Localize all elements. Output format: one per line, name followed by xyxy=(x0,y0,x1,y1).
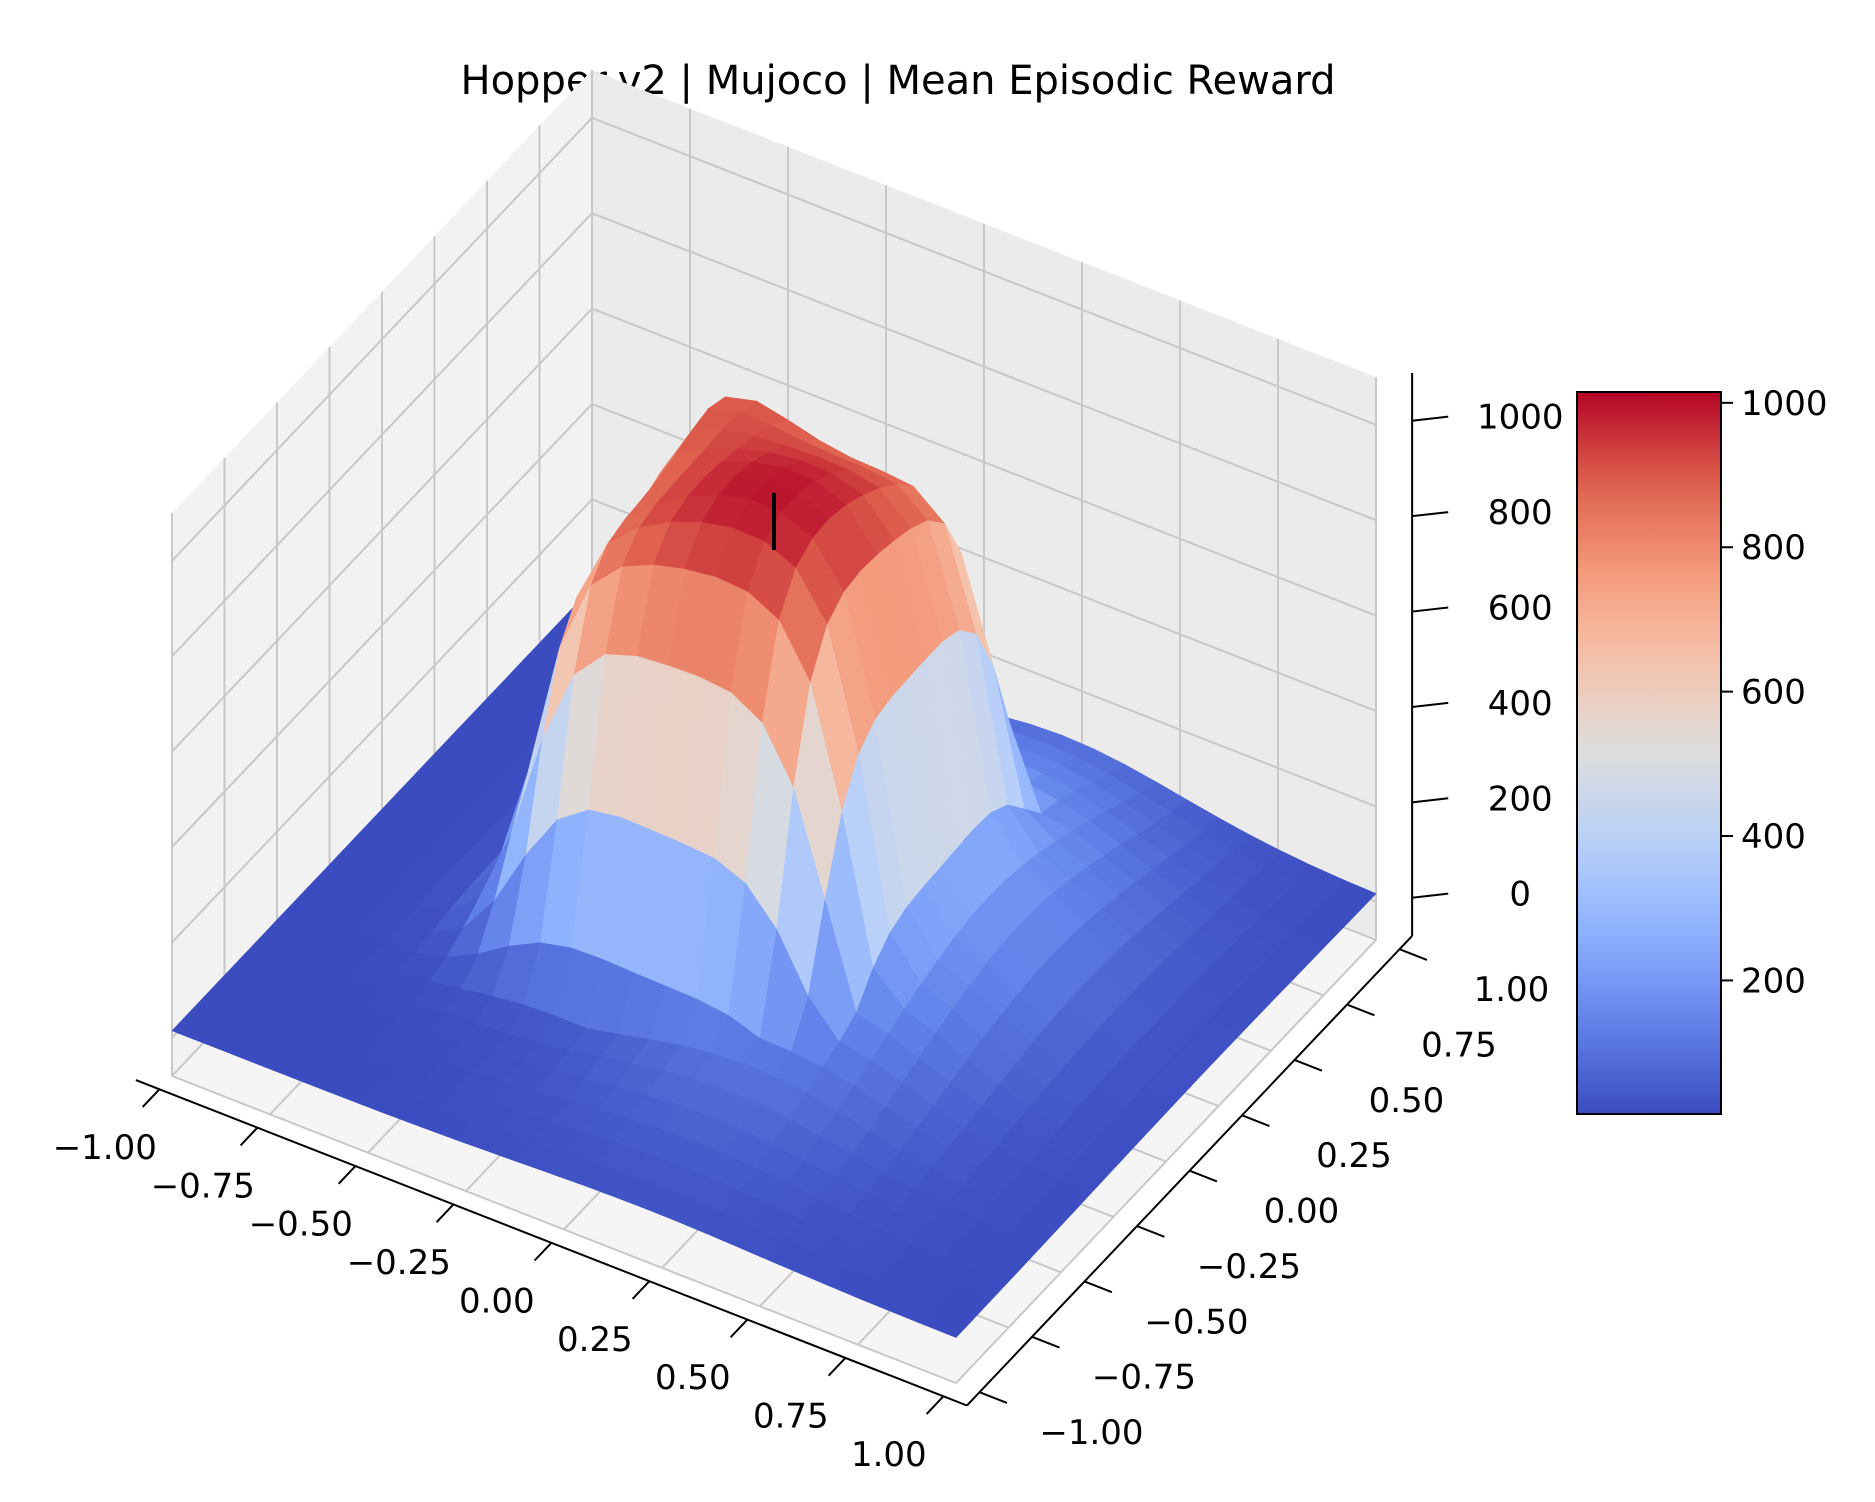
z-tick xyxy=(1412,701,1449,708)
x-tick-label: 0.00 xyxy=(459,1281,535,1321)
z-tick-label: 400 xyxy=(1488,684,1553,724)
grid-line-z xyxy=(171,307,1377,753)
z-tick-label: 200 xyxy=(1488,779,1553,819)
x-tick xyxy=(631,1280,651,1300)
x-tick-label: −0.50 xyxy=(249,1205,353,1245)
colorbar-rect xyxy=(1576,391,1722,1115)
z-tick xyxy=(1412,606,1449,613)
y-tick-label: −0.25 xyxy=(1197,1247,1301,1287)
x-tick-label: −1.00 xyxy=(53,1128,157,1168)
colorbar: 200 400 600 800 1000 xyxy=(1576,384,1828,1115)
y-tick-label: 0.00 xyxy=(1264,1192,1340,1232)
y-tick xyxy=(1241,1114,1270,1128)
z-tick xyxy=(1412,892,1449,899)
x-tick-label: 0.75 xyxy=(753,1397,829,1437)
x-tick xyxy=(337,1165,357,1185)
y-tick xyxy=(1031,1335,1060,1349)
grid-line-z xyxy=(171,116,1377,562)
reward-surface xyxy=(171,396,1377,1338)
y-tick xyxy=(1189,1169,1218,1183)
x-tick xyxy=(239,1126,259,1147)
colorbar-tick-label: 1000 xyxy=(1741,384,1828,424)
grid-line-z xyxy=(171,402,1377,848)
z-tick-label: 800 xyxy=(1488,493,1553,533)
x-tick xyxy=(827,1357,847,1377)
y-tick xyxy=(1346,1003,1375,1017)
x-tick-label: −0.75 xyxy=(151,1166,255,1206)
colorbar-tick-label: 200 xyxy=(1741,961,1806,1001)
x-tick xyxy=(141,1088,161,1108)
z-tick-label: 0 xyxy=(1509,875,1531,915)
y-tick-label: 0.50 xyxy=(1369,1081,1445,1121)
z-tick xyxy=(1412,797,1449,804)
colorbar-tick-label: 400 xyxy=(1741,817,1806,857)
x-tick-label: 1.00 xyxy=(851,1435,927,1475)
y-tick xyxy=(1294,1059,1323,1072)
y-tick-label: −0.75 xyxy=(1092,1358,1196,1398)
axes: −1.00−0.75−0.50−0.250.000.250.500.751.00… xyxy=(53,373,1564,1475)
x-tick xyxy=(533,1242,553,1262)
x-tick xyxy=(435,1203,455,1223)
grid-line-z xyxy=(171,498,1377,944)
x-tick-label: 0.50 xyxy=(655,1358,731,1398)
y-tick-label: −0.50 xyxy=(1144,1302,1248,1342)
z-tick xyxy=(1412,415,1449,422)
y-tick-label: 1.00 xyxy=(1474,970,1550,1010)
grid-line-z xyxy=(171,212,1377,657)
colorbar-tick-label: 800 xyxy=(1741,528,1806,568)
z-tick-label: 600 xyxy=(1488,588,1553,628)
y-tick-label: 0.75 xyxy=(1421,1025,1497,1065)
y-tick xyxy=(1136,1225,1165,1238)
z-tick xyxy=(1412,511,1449,518)
colorbar-tick-label: 600 xyxy=(1741,673,1806,713)
surface-patch xyxy=(924,1306,974,1338)
grid-line-y xyxy=(171,513,957,1384)
y-tick xyxy=(1399,948,1428,961)
y-tick-label: 0.25 xyxy=(1316,1136,1392,1176)
y-tick xyxy=(979,1391,1008,1404)
z-tick-label: 1000 xyxy=(1477,398,1564,438)
x-tick xyxy=(729,1318,749,1338)
y-tick xyxy=(1084,1280,1113,1294)
y-tick-label: −1.00 xyxy=(1039,1413,1143,1453)
x-tick xyxy=(925,1395,945,1415)
x-tick-label: −0.25 xyxy=(347,1243,451,1283)
x-tick-label: 0.25 xyxy=(557,1320,633,1360)
